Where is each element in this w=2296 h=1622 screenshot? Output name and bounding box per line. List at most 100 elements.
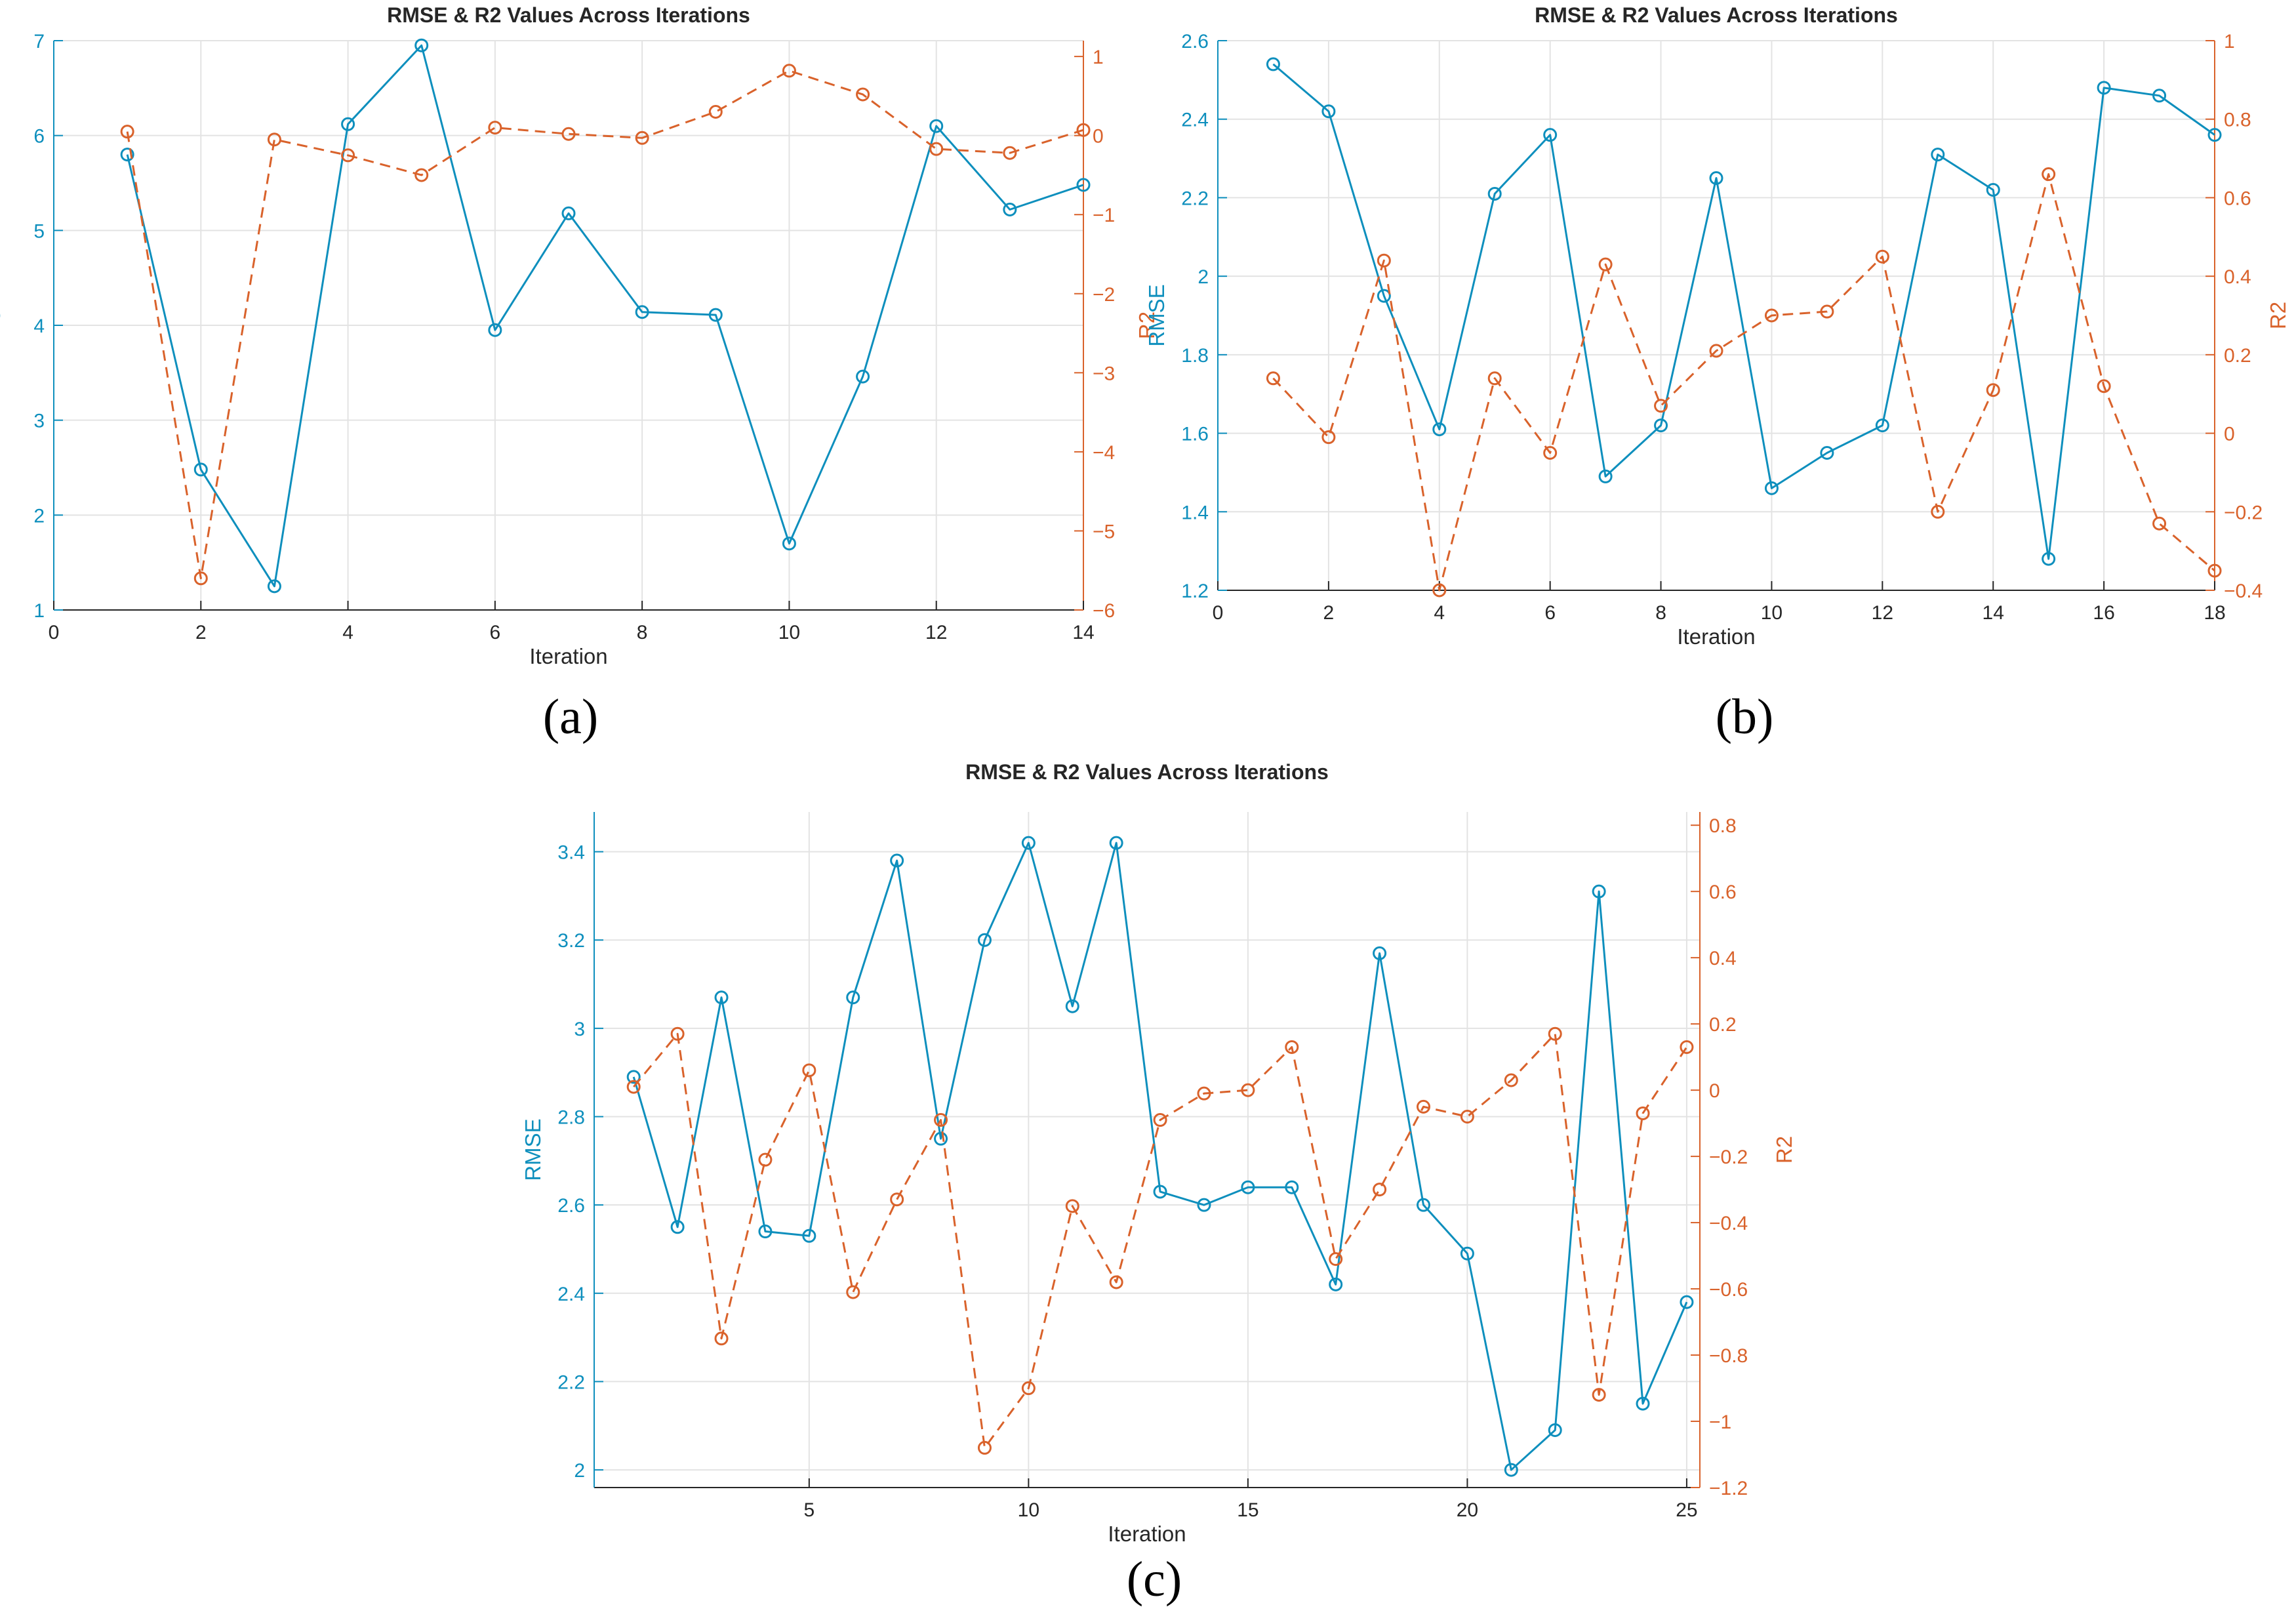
rmse-point: [1266, 57, 1280, 71]
rmse-series-line: [1272, 63, 2215, 560]
x-axis-label: Iteration: [529, 644, 607, 668]
r2-point: [1931, 504, 1945, 519]
chart-b: 0 2 4 6 8 10 12 14 16 181.21.41.61.822.22.42.6−0.…: [1144, 3, 2290, 649]
grid: [594, 812, 1700, 1488]
rmse-point: [1109, 836, 1123, 850]
y-left-tick-label: 1.4: [1181, 502, 1209, 523]
rmse-point: [2097, 81, 2111, 95]
rmse-point: [1021, 836, 1036, 850]
y-right-tick-label: −0.4: [1709, 1213, 1748, 1234]
y-left-tick-label: 2: [1198, 266, 1209, 288]
y-left-tick-label: 2.2: [557, 1371, 585, 1393]
y-axis-right-label: R2: [1772, 1136, 1796, 1164]
r2-point: [846, 1285, 860, 1299]
rmse-point: [782, 537, 796, 551]
rmse-point: [1636, 1396, 1650, 1411]
panel-label-a: (a): [542, 689, 599, 744]
r2-point: [1377, 253, 1391, 268]
panel-label-b: (b): [1715, 689, 1774, 744]
x-tick-label: 10: [1761, 602, 1782, 624]
r2-point: [1197, 1086, 1211, 1101]
y-right-tick-label: 0.8: [1709, 815, 1737, 837]
y-right-tick-label: 0.4: [2224, 266, 2251, 288]
rmse-point: [1373, 946, 1387, 960]
y-right-tick-label: 0: [1093, 126, 1104, 148]
rmse-point: [341, 117, 355, 131]
y-left-tick-label: 4: [33, 315, 45, 337]
rmse-point: [846, 990, 860, 1005]
rmse-point: [1003, 203, 1017, 217]
rmse-point: [758, 1225, 773, 1239]
rmse-point: [1065, 999, 1079, 1013]
r2-point: [1241, 1083, 1255, 1097]
r2-series-line: [126, 70, 1084, 580]
r2-point: [1321, 430, 1336, 445]
y-right-tick-label: −0.2: [1709, 1146, 1748, 1168]
rmse-point: [635, 305, 649, 319]
r2-point: [929, 142, 944, 156]
r2-point: [1021, 1381, 1036, 1396]
r2-point: [635, 131, 649, 145]
y-right-tick-label: −4: [1093, 442, 1115, 464]
x-tick-label: 25: [1676, 1499, 1697, 1521]
r2-series-line: [1272, 173, 2215, 592]
r2-point: [2097, 379, 2111, 394]
y-left-tick-label: 3: [33, 411, 45, 432]
y-right-tick-label: −0.8: [1709, 1345, 1748, 1367]
x-tick-label: 10: [1018, 1499, 1039, 1521]
rmse-point: [2042, 552, 2056, 566]
rmse-series-line: [632, 841, 1688, 1471]
r2-point: [1548, 1026, 1562, 1041]
r2-point: [670, 1026, 685, 1041]
r2-point: [1654, 399, 1668, 413]
y-axis-right-label: R2: [2266, 302, 2290, 329]
r2-point: [1986, 383, 2000, 397]
y-left-tick-label: 3.4: [557, 842, 585, 864]
rmse-point: [1197, 1198, 1211, 1212]
r2-point: [714, 1331, 729, 1346]
rmse-point: [1548, 1423, 1562, 1437]
grid: [1217, 40, 2215, 591]
r2-point: [2152, 516, 2167, 531]
r2-point: [1764, 308, 1779, 323]
x-tick-label: 14: [1983, 602, 2004, 624]
rmse-point: [1417, 1198, 1430, 1212]
rmse-point: [670, 1220, 685, 1234]
rmse-point: [1592, 884, 1606, 899]
x-axis-label: Iteration: [1108, 1522, 1186, 1546]
y-right-tick-label: 0.6: [1709, 882, 1737, 903]
rmse-point: [488, 323, 502, 337]
r2-point: [561, 127, 576, 141]
panel-label-c: (c): [1126, 1552, 1182, 1607]
x-tick-label: 0: [49, 622, 60, 643]
y-right-tick-label: 0.6: [2224, 188, 2251, 209]
rmse-point: [802, 1228, 816, 1243]
rmse-point: [1764, 481, 1779, 495]
r2-point: [758, 1152, 773, 1167]
rmse-point: [1329, 1277, 1343, 1291]
y-left-tick-label: 2.6: [557, 1195, 585, 1217]
r2-point: [1266, 371, 1280, 386]
rmse-point: [193, 462, 208, 477]
rmse-point: [1543, 128, 1558, 142]
y-left-tick-label: 2: [33, 505, 45, 527]
x-tick-label: 12: [1872, 602, 1893, 624]
x-tick-label: 20: [1457, 1499, 1478, 1521]
r2-point: [934, 1113, 948, 1127]
x-tick-label: 5: [803, 1499, 815, 1521]
rmse-point: [929, 119, 944, 133]
rmse-point: [1321, 104, 1336, 119]
r2-point: [802, 1063, 816, 1078]
rmse-point: [1986, 182, 2000, 197]
r2-point: [1598, 257, 1613, 272]
y-right-tick-label: −1.2: [1709, 1478, 1748, 1499]
y-left-tick-label: 2.2: [1181, 188, 1209, 209]
y-left-tick-label: 3.2: [557, 930, 585, 952]
r2-point: [890, 1192, 904, 1207]
y-right-tick-label: −0.4: [2224, 580, 2263, 602]
r2-point: [1003, 146, 1017, 160]
y-axis-left-label: RMSE: [0, 294, 5, 356]
rmse-point: [267, 579, 281, 594]
y-right-tick-label: 0.2: [1709, 1014, 1737, 1036]
r2-point: [1543, 446, 1558, 460]
